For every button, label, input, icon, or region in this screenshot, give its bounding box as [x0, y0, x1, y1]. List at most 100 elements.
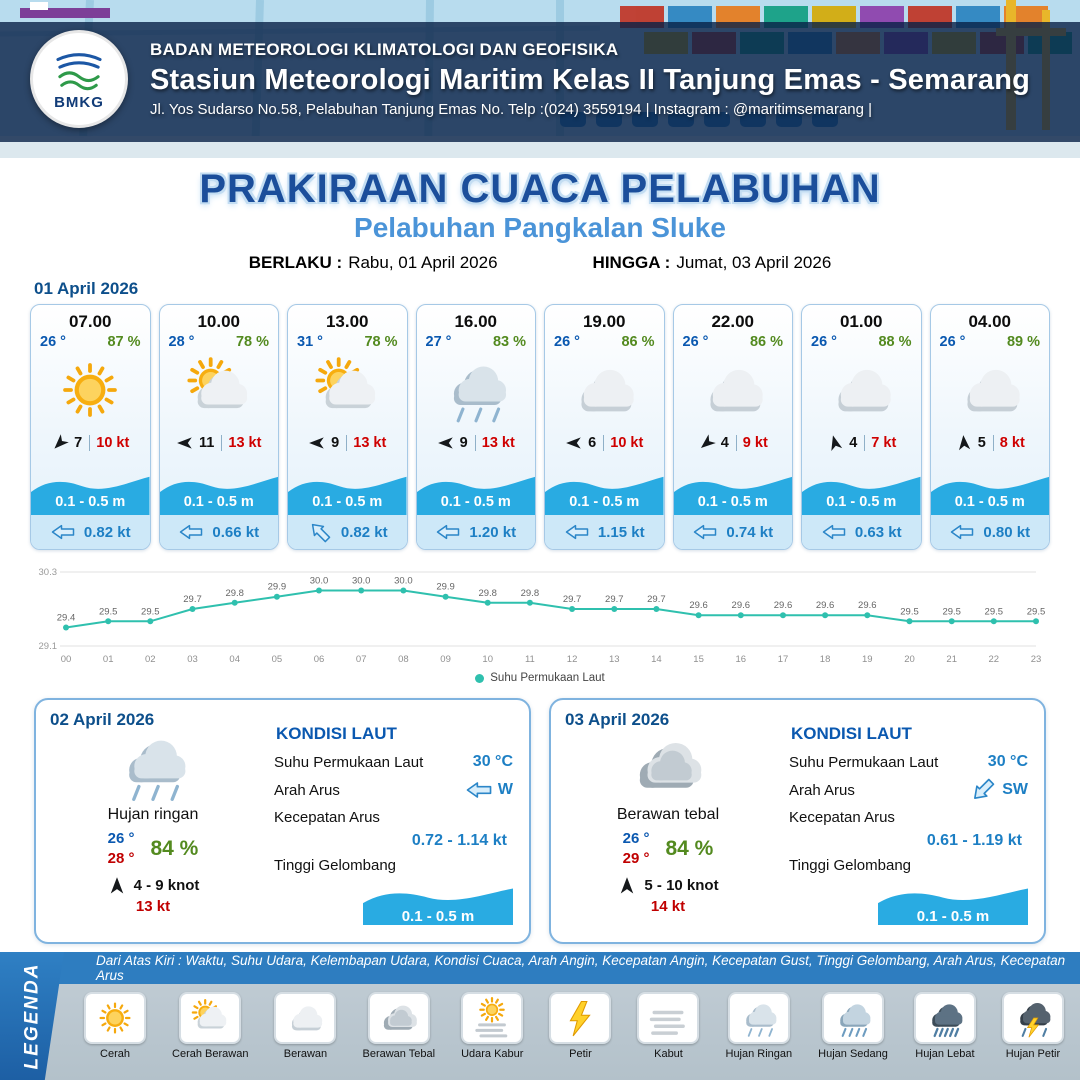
svg-text:01: 01	[103, 654, 114, 665]
humidity: 78 %	[235, 334, 269, 350]
forecast-card: 04.00 26 ° 89 % 5 8 kt 0.1 - 0.5 m 0.80 kt	[929, 304, 1050, 550]
forecast-time: 19.00	[582, 312, 626, 331]
legend-icon-box	[727, 992, 790, 1044]
berawan-tebal-icon	[627, 725, 709, 807]
legend-item-label: Berawan Tebal	[362, 1048, 436, 1060]
air-temperature: 27 °	[425, 334, 452, 350]
hujan-ringan-icon	[737, 996, 781, 1040]
day-gust: 14 kt	[650, 897, 686, 915]
wave-height: 0.1 - 0.5 m	[401, 908, 475, 925]
svg-text:29.6: 29.6	[816, 600, 835, 611]
legend-icon-box	[913, 992, 976, 1044]
legend-item-label: Hujan Petir	[1005, 1048, 1061, 1060]
humidity: 86 %	[749, 334, 783, 350]
svg-text:29.7: 29.7	[647, 594, 666, 605]
wind-row: 9 13 kt	[288, 430, 407, 456]
wave-height: 0.1 - 0.5 m	[954, 494, 1025, 510]
svg-text:15: 15	[693, 654, 704, 665]
wind-speed: 7	[74, 435, 83, 451]
legend-item-label: Hujan Ringan	[725, 1048, 793, 1060]
temp-humidity-row: 27 ° 83 %	[417, 332, 536, 350]
air-temperature: 26 °	[939, 334, 966, 350]
forecast-card: 07.00 26 ° 87 % 7 10 kt 0.1 - 0.5 m 0.82 kt	[30, 304, 151, 550]
wave-height-band: 0.1 - 0.5 m	[31, 471, 150, 515]
petir-icon	[558, 996, 602, 1040]
wind-direction-icon	[107, 876, 127, 896]
kondisi-laut-title: KONDISI LAUT	[791, 724, 912, 743]
wind-speed: 6	[588, 435, 597, 451]
svg-text:13: 13	[609, 654, 620, 665]
wave-height-band: 0.1 - 0.5 m	[930, 471, 1049, 515]
day-gust: 13 kt	[135, 897, 171, 915]
station-address: Jl. Yos Sudarso No.58, Pelabuhan Tanjung…	[150, 101, 873, 118]
day-forecast-card: 02 April 2026 Hujan ringan 26 ° 28 ° 84 …	[34, 698, 531, 944]
temp-humidity-row: 26 ° 87 %	[31, 332, 150, 350]
forecast-time: 07.00	[68, 312, 112, 331]
day-forecast-card: 03 April 2026 Berawan tebal 26 ° 29 ° 84…	[549, 698, 1046, 944]
forecast-date: 01 April 2026	[34, 279, 139, 298]
wind-row: 4 7 kt	[802, 430, 921, 456]
current-speed: 0.66 kt	[212, 523, 260, 541]
wave-icon	[416, 471, 535, 515]
humidity: 89 %	[1006, 334, 1040, 350]
forecast-time: 22.00	[711, 312, 755, 331]
wind-speed: 11	[199, 435, 215, 451]
legend-item: Udara Kabur	[461, 992, 523, 1060]
wave-icon	[673, 471, 792, 515]
day-date: 02 April 2026	[50, 710, 155, 729]
humidity: 83 %	[492, 334, 526, 350]
wave-icon	[288, 471, 407, 515]
berawan-icon	[823, 352, 899, 428]
svg-text:20: 20	[904, 654, 915, 665]
cerah-icon	[52, 352, 128, 428]
svg-text:29.6: 29.6	[689, 600, 708, 611]
legend-item-label: Cerah	[100, 1048, 130, 1060]
legend-icon-box	[549, 992, 612, 1044]
wave-icon	[802, 471, 921, 515]
svg-text:30.0: 30.0	[394, 576, 413, 587]
day-weather-icon	[48, 728, 258, 804]
wave-height-band: 0.1 - 0.5 m	[416, 471, 535, 515]
title-block: PRAKIRAAN CUACA PELABUHAN Pelabuhan Pang…	[0, 158, 1080, 273]
svg-text:30.0: 30.0	[352, 576, 371, 587]
weather-icon	[288, 350, 407, 430]
kecepatan-arus-value: 0.72 - 1.14 kt	[411, 832, 507, 849]
sst-value: 30 °C	[987, 753, 1028, 770]
forecast-time: 01.00	[839, 312, 883, 331]
wind-gust: 9 kt	[735, 435, 768, 451]
legend-item: Hujan Petir	[1001, 992, 1064, 1060]
svg-text:29.8: 29.8	[521, 588, 540, 599]
wind-gust: 13 kt	[221, 435, 261, 451]
svg-text:18: 18	[820, 654, 831, 665]
legend-icon-box	[84, 992, 146, 1044]
tinggi-gelombang-label: Tinggi Gelombang	[789, 857, 912, 874]
svg-text:07: 07	[356, 654, 367, 665]
udara-kabur-icon	[470, 996, 514, 1040]
svg-text:29.5: 29.5	[99, 606, 118, 617]
arah-arus-label: Arah Arus	[274, 781, 340, 799]
hingga-label: HINGGA :	[592, 253, 671, 272]
bmkg-logo-text: BMKG	[54, 93, 104, 111]
forecast-card-row: 07.00 26 ° 87 % 7 10 kt 0.1 - 0.5 m 0.82 kt 10.…	[30, 304, 1050, 550]
wave-height: 0.1 - 0.5 m	[826, 494, 897, 510]
legend-item-label: Kabut	[654, 1048, 683, 1060]
current-direction-icon	[50, 523, 76, 541]
wave-height: 0.1 - 0.5 m	[697, 494, 768, 510]
current-direction-icon	[564, 523, 590, 541]
wave-height: 0.1 - 0.5 m	[312, 494, 383, 510]
forecast-card: 01.00 26 ° 88 % 4 7 kt 0.1 - 0.5 m 0.63 kt	[801, 304, 922, 550]
current-direction-icon	[821, 523, 847, 541]
air-temperature: 26 °	[40, 334, 66, 350]
wind-gust: 10 kt	[89, 435, 129, 451]
legend-item-label: Cerah Berawan	[172, 1048, 249, 1060]
legend-item-label: Hujan Lebat	[915, 1048, 975, 1060]
sst-label: Suhu Permukaan Laut	[274, 753, 424, 771]
temp-humidity-row: 26 ° 86 %	[545, 332, 664, 350]
day-summary-row: 02 April 2026 Hujan ringan 26 ° 28 ° 84 …	[0, 698, 1080, 944]
svg-text:29.7: 29.7	[605, 594, 624, 605]
tinggi-gelombang-label: Tinggi Gelombang	[274, 857, 397, 874]
svg-text:29.5: 29.5	[1027, 606, 1046, 617]
wave-height-band: 0.1 - 0.5 m	[159, 471, 278, 515]
wind-gust: 8 kt	[992, 435, 1025, 451]
arah-arus-value: W	[497, 781, 513, 798]
